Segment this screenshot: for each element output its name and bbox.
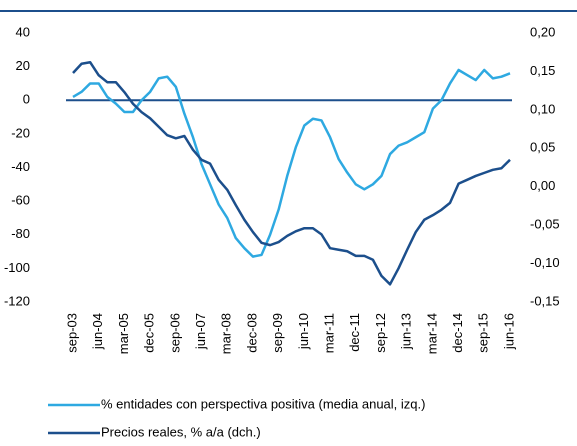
x-tick-label: sep-06 — [167, 313, 182, 353]
y2-tick-label: 0,10 — [530, 101, 555, 116]
x-tick-label: dec-14 — [450, 313, 465, 353]
x-tick-label: sep-15 — [476, 313, 491, 353]
x-tick-label: sep-09 — [270, 313, 285, 353]
y-tick-label: -100 — [4, 260, 30, 275]
legend-label: Precios reales, % a/a (dch.) — [101, 424, 261, 439]
x-tick-label: jun-07 — [193, 313, 208, 350]
y2-tick-label: -0,15 — [530, 293, 560, 308]
x-tick-label: dec-08 — [244, 313, 259, 353]
x-tick-label: mar-11 — [321, 313, 336, 353]
y-tick-label: -60 — [11, 193, 30, 208]
series-line — [72, 60, 511, 286]
y2-tick-label: 0,05 — [530, 140, 555, 155]
series-line — [72, 68, 511, 258]
x-tick-label: sep-03 — [64, 313, 79, 353]
x-tick-label: dec-11 — [347, 313, 362, 352]
y2-tick-label: 0,00 — [530, 178, 555, 193]
y-tick-label: -20 — [11, 125, 30, 140]
y2-tick-label: -0,10 — [530, 255, 560, 270]
y-tick-label: -80 — [11, 226, 30, 241]
y-tick-label: 20 — [16, 58, 30, 73]
x-tick-label: mar-08 — [219, 313, 234, 354]
y2-tick-label: 0,20 — [530, 24, 555, 39]
x-tick-label: sep-12 — [373, 313, 388, 353]
x-tick-label: jun-16 — [501, 313, 516, 350]
y-tick-label: 40 — [16, 24, 30, 39]
x-tick-label: mar-05 — [116, 313, 131, 354]
x-tick-label: jun-13 — [399, 313, 414, 350]
y2-tick-label: -0,05 — [530, 217, 560, 232]
x-tick-label: dec-05 — [142, 313, 157, 353]
x-tick-label: mar-14 — [424, 313, 439, 354]
x-tick-label: jun-04 — [90, 313, 105, 350]
legend-label: % entidades con perspectiva positiva (me… — [101, 396, 425, 411]
y-tick-label: -40 — [11, 159, 30, 174]
x-tick-label: jun-10 — [296, 313, 311, 350]
y-tick-label: 0 — [23, 92, 30, 107]
y-tick-label: -120 — [4, 293, 30, 308]
y2-tick-label: 0,15 — [530, 63, 555, 78]
